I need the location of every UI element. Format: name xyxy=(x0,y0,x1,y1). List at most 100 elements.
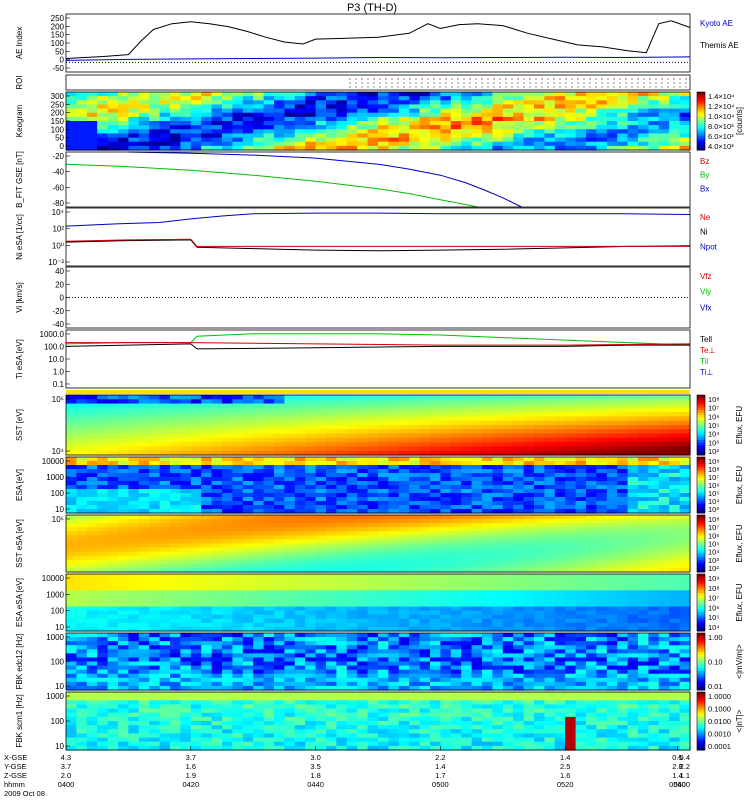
roi-dot xyxy=(631,78,633,80)
y-tick-label: 100 xyxy=(51,717,65,726)
roi-dot xyxy=(451,86,453,88)
colorbar-unit: <|mV/m|> xyxy=(735,644,744,679)
x-tick-label: 2.0 xyxy=(61,771,71,780)
roi-dot xyxy=(643,86,645,88)
roi-dot xyxy=(451,82,453,84)
roi-dot xyxy=(463,82,465,84)
legend-entry: Kyoto AE xyxy=(700,19,733,28)
colorbar-tick-label: 10⁴ xyxy=(708,623,720,632)
x-tick-label: 2.2 xyxy=(435,753,445,762)
y-tick-label: 10⁵ xyxy=(52,515,64,524)
x-tick-label: 1.7 xyxy=(435,771,445,780)
roi-dot xyxy=(511,82,513,84)
roi-dot xyxy=(415,86,417,88)
colorbar-tick-label: 10³ xyxy=(708,438,719,447)
roi-dot xyxy=(511,78,513,80)
series-te-line xyxy=(66,342,691,346)
panel-esa-e: 10000 1000 100 10 ESA [eV] 10⁹10⁸10⁷10⁶10⁵10⁴… xyxy=(15,456,744,514)
roi-dot xyxy=(577,86,579,88)
roi-dot xyxy=(655,82,657,84)
roi-dot xyxy=(475,82,477,84)
panel-frame xyxy=(65,573,691,632)
roi-dot xyxy=(547,82,549,84)
y-tick-label: 50 xyxy=(55,134,64,143)
colorbar-tick-label: 4.0×10³ xyxy=(708,142,734,151)
roi-dot xyxy=(667,86,669,88)
colorbar-tick-label: 10⁷ xyxy=(708,523,719,532)
legend-entry: Vfz xyxy=(700,272,712,281)
roi-dot xyxy=(631,86,633,88)
roi-dot xyxy=(433,82,435,84)
roi-dot xyxy=(673,86,675,88)
roi-dot xyxy=(469,86,471,88)
y-tick-label: 10 xyxy=(55,623,64,632)
sst-e-spectrogram xyxy=(66,395,691,456)
y-tick-label: 10 xyxy=(55,682,64,691)
roi-dot xyxy=(457,82,459,84)
roi-dot xyxy=(541,82,543,84)
legend-entry: By xyxy=(700,171,709,180)
ti-separator-band xyxy=(66,390,690,394)
colorbar-tick-label: 10⁶ xyxy=(708,412,719,421)
y-tick-label: 100 xyxy=(51,489,65,498)
y-tick-label: 250 xyxy=(51,100,65,109)
roi-dot xyxy=(367,82,369,84)
roi-dot xyxy=(673,78,675,80)
x-axis-row-label: hhmm xyxy=(4,780,25,789)
fbk-b-colorbar: 1.00 0.10 0.01 <|mV/m|> xyxy=(696,632,744,691)
roi-dot xyxy=(379,82,381,84)
y-tick-label: 0 xyxy=(60,294,65,303)
y-axis-label: SST [eV] xyxy=(15,409,24,441)
panel-frame xyxy=(65,74,691,91)
y-axis-label: AE Index xyxy=(15,27,24,59)
legend-entry: Tell xyxy=(700,335,712,344)
colorbar-tick-label: 10⁵ xyxy=(708,489,719,498)
panel-bfield: -20 -40 -60 -80 B_FIT GSE [nT] Bz By Bx xyxy=(15,151,709,208)
x-tick-label: 0600 xyxy=(673,780,690,789)
x-tick-label: -0.4 xyxy=(677,753,690,762)
colorbar-unit: [counts] xyxy=(735,107,744,135)
legend-entry: Ti⊥ xyxy=(700,368,713,377)
y-tick-label: 250 xyxy=(51,14,65,23)
roi-dot xyxy=(685,78,687,80)
x-tick-label: 3.0 xyxy=(310,753,320,762)
roi-dot xyxy=(475,78,477,80)
roi-dot xyxy=(361,78,363,80)
y-axis-label: Ti eSA [eV] xyxy=(15,339,24,379)
roi-dot xyxy=(655,86,657,88)
y-axis-label: ESA eSA [eV] xyxy=(15,578,24,627)
fbk-e-spectrogram xyxy=(66,692,691,751)
roi-dot xyxy=(367,86,369,88)
roi-dot xyxy=(535,82,537,84)
series-bx-line xyxy=(128,151,522,208)
roi-dot xyxy=(349,86,351,88)
roi-dot xyxy=(373,78,375,80)
roi-dot xyxy=(355,82,357,84)
x-axis-row-label: Y-GSE xyxy=(4,762,27,771)
roi-dot xyxy=(529,78,531,80)
colorbar-tick-label: 6.0×10³ xyxy=(708,132,734,141)
roi-dot xyxy=(493,82,495,84)
roi-dot xyxy=(607,78,609,80)
roi-dot xyxy=(613,82,615,84)
roi-dot xyxy=(547,78,549,80)
roi-dot xyxy=(421,86,423,88)
y-tick-label: 100 xyxy=(51,125,65,134)
colorbar-tick-label: 0.0100 xyxy=(708,717,731,726)
keogram-spectrogram xyxy=(66,92,691,151)
x-tick-label: 3.5 xyxy=(310,762,320,771)
plot-title: P3 (TH-D) xyxy=(347,2,397,14)
roi-dot xyxy=(583,86,585,88)
roi-dot xyxy=(613,86,615,88)
roi-dot xyxy=(553,86,555,88)
roi-dot xyxy=(397,86,399,88)
roi-dot xyxy=(355,78,357,80)
roi-dot xyxy=(505,78,507,80)
roi-dot xyxy=(553,82,555,84)
y-tick-label: 100 xyxy=(51,607,65,616)
roi-dot xyxy=(469,82,471,84)
roi-dot xyxy=(493,86,495,88)
y-tick-label: 10⁴ xyxy=(52,447,65,456)
